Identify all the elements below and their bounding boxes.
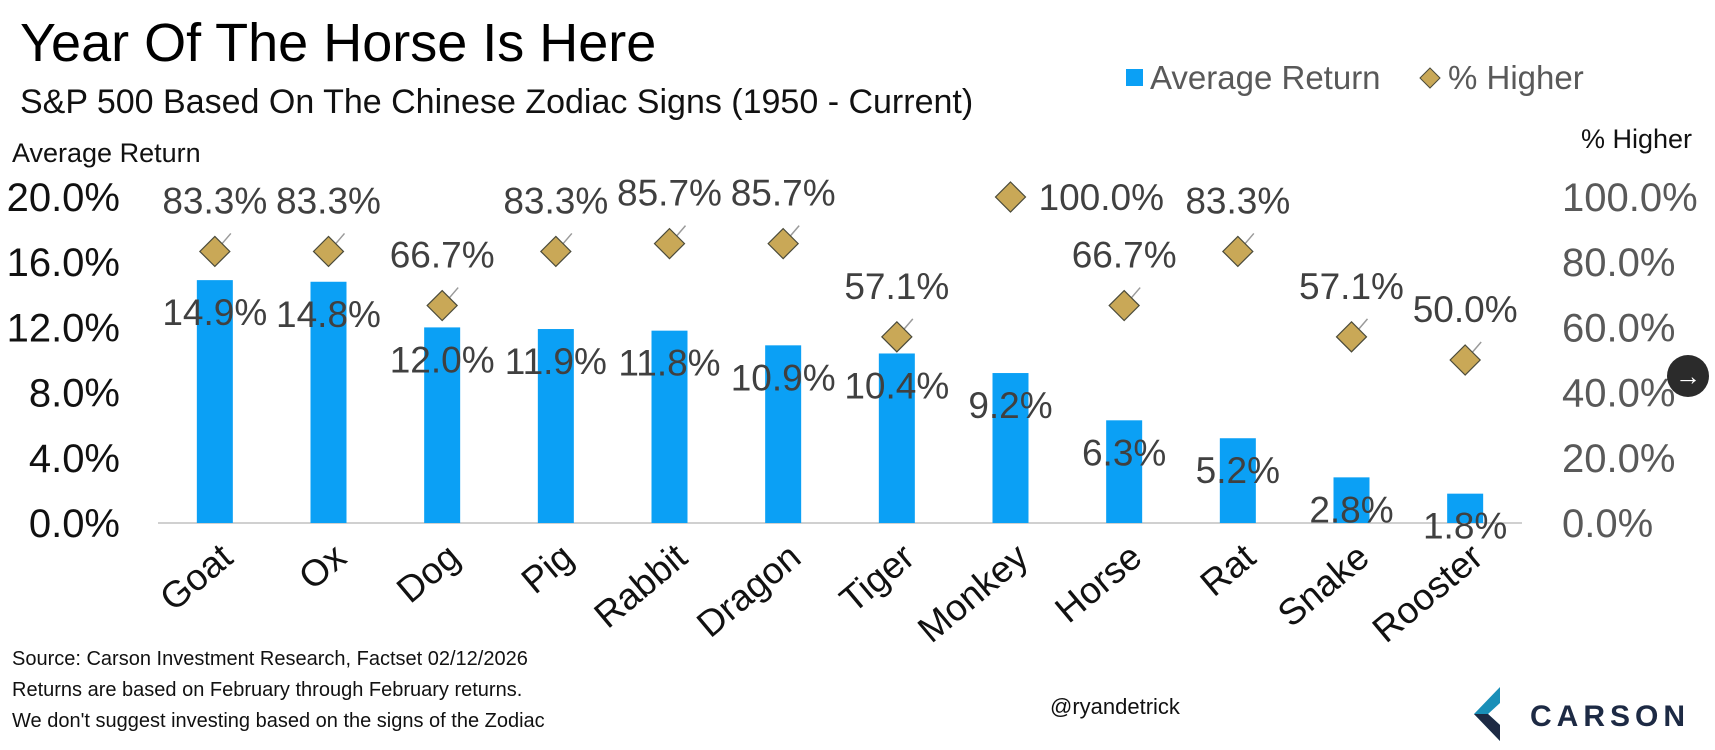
x-category-label: Goat <box>152 535 240 618</box>
bar-dog <box>424 327 461 523</box>
carson-logo-text: CARSON <box>1530 700 1690 733</box>
y-tick-right: 60.0% <box>1562 306 1675 350</box>
y-tick-right: 100.0% <box>1562 176 1698 220</box>
y-tick-left: 20.0% <box>7 176 120 220</box>
pct-higher-marker-horse <box>1108 289 1141 322</box>
legend-pct-higher: % Higher <box>1448 59 1584 96</box>
pct-higher-marker-dog <box>426 289 459 322</box>
bar-value-label: 2.8% <box>1309 489 1393 530</box>
pct-higher-label: 57.1% <box>1299 266 1404 307</box>
pct-higher-marker-tiger <box>880 321 913 353</box>
x-category-label: Dragon <box>689 536 808 645</box>
y-tick-right: 0.0% <box>1562 502 1653 546</box>
bar-value-label: 14.8% <box>276 294 381 335</box>
x-category-label: Snake <box>1270 536 1377 635</box>
y-tick-left: 16.0% <box>7 241 120 285</box>
x-category-label: Ox <box>291 535 354 597</box>
bar-monkey <box>992 373 1029 523</box>
pct-higher-label: 83.3% <box>1185 180 1290 221</box>
bar-value-label: 6.3% <box>1082 432 1166 473</box>
legend-bar-swatch <box>1126 69 1143 86</box>
y-axis-right-title: % Higher <box>1581 124 1692 154</box>
bar-value-label: 9.2% <box>968 385 1052 426</box>
pct-higher-label: 85.7% <box>617 173 722 214</box>
x-category-label: Tiger <box>832 536 922 621</box>
bar-rooster <box>1447 493 1484 523</box>
arrow-right-icon[interactable]: → <box>1667 355 1709 397</box>
carson-logo-mark-shade <box>1474 714 1500 741</box>
y-tick-right: 40.0% <box>1562 372 1675 416</box>
pct-higher-label: 57.1% <box>844 266 949 307</box>
x-category-label: Rooster <box>1365 536 1491 651</box>
pct-higher-label: 85.7% <box>731 173 836 214</box>
pct-higher-label: 83.3% <box>276 180 381 221</box>
bar-rabbit <box>651 330 688 523</box>
x-category-label: Pig <box>514 536 581 602</box>
chart-title: Year Of The Horse Is Here <box>20 13 657 73</box>
bar-dragon <box>765 345 802 523</box>
y-tick-left: 0.0% <box>29 502 120 546</box>
bar-value-label: 11.8% <box>618 343 720 384</box>
bar-snake <box>1333 477 1370 523</box>
legend-diamond-swatch <box>1419 67 1441 89</box>
bar-value-label: 1.8% <box>1423 506 1507 547</box>
legend-average-return: Average Return <box>1150 59 1381 96</box>
author-handle: @ryandetrick <box>1050 694 1180 719</box>
disclaimer-note: We don't suggest investing based on the … <box>12 710 545 732</box>
method-note: Returns are based on February through Fe… <box>12 679 523 701</box>
chart-subtitle: S&P 500 Based On The Chinese Zodiac Sign… <box>20 83 974 121</box>
bar-ox <box>310 281 347 523</box>
x-category-label: Dog <box>389 536 467 611</box>
bar-horse <box>1106 420 1143 523</box>
y-tick-right: 20.0% <box>1562 437 1675 481</box>
pct-higher-marker-pig <box>539 235 572 268</box>
bar-value-label: 11.9% <box>505 341 607 382</box>
pct-higher-marker-dragon <box>767 227 800 260</box>
bar-value-label: 10.4% <box>844 365 949 406</box>
x-category-label: Rat <box>1193 535 1264 604</box>
pct-higher-marker-ox <box>312 235 345 268</box>
bar-value-label: 10.9% <box>731 357 836 398</box>
x-category-label: Horse <box>1047 536 1149 631</box>
y-tick-left: 4.0% <box>29 437 120 481</box>
pct-higher-marker-goat <box>198 235 231 268</box>
carson-logo: CARSON <box>1474 687 1690 741</box>
bar-pig <box>537 329 574 523</box>
bar-rat <box>1219 438 1256 523</box>
pct-higher-label: 83.3% <box>503 180 608 221</box>
pct-higher-label: 100.0% <box>1039 177 1165 218</box>
pct-higher-marker-rat <box>1221 235 1254 268</box>
bar-value-label: 5.2% <box>1196 450 1280 491</box>
y-tick-left: 12.0% <box>7 306 120 350</box>
pct-higher-marker-rooster <box>1449 344 1482 376</box>
pct-higher-label: 66.7% <box>390 235 495 276</box>
y-axis-left-title: Average Return <box>12 138 201 168</box>
pct-higher-marker-rabbit <box>653 227 686 260</box>
nav-arrow-glyph: → <box>1675 360 1701 391</box>
x-category-label: Monkey <box>910 535 1036 650</box>
bar-goat <box>196 280 233 523</box>
source-note: Source: Carson Investment Research, Fact… <box>12 648 528 670</box>
y-tick-right: 80.0% <box>1562 241 1675 285</box>
bar-tiger <box>878 353 915 523</box>
y-tick-left: 8.0% <box>29 372 120 416</box>
pct-higher-label: 50.0% <box>1413 289 1518 330</box>
pct-higher-marker-monkey <box>994 181 1027 213</box>
pct-higher-label: 83.3% <box>162 180 267 221</box>
bar-value-label: 12.0% <box>390 339 495 380</box>
bar-value-label: 14.9% <box>162 292 267 333</box>
pct-higher-label: 66.7% <box>1072 235 1177 276</box>
x-category-label: Rabbit <box>586 535 695 636</box>
pct-higher-marker-snake <box>1335 321 1368 353</box>
